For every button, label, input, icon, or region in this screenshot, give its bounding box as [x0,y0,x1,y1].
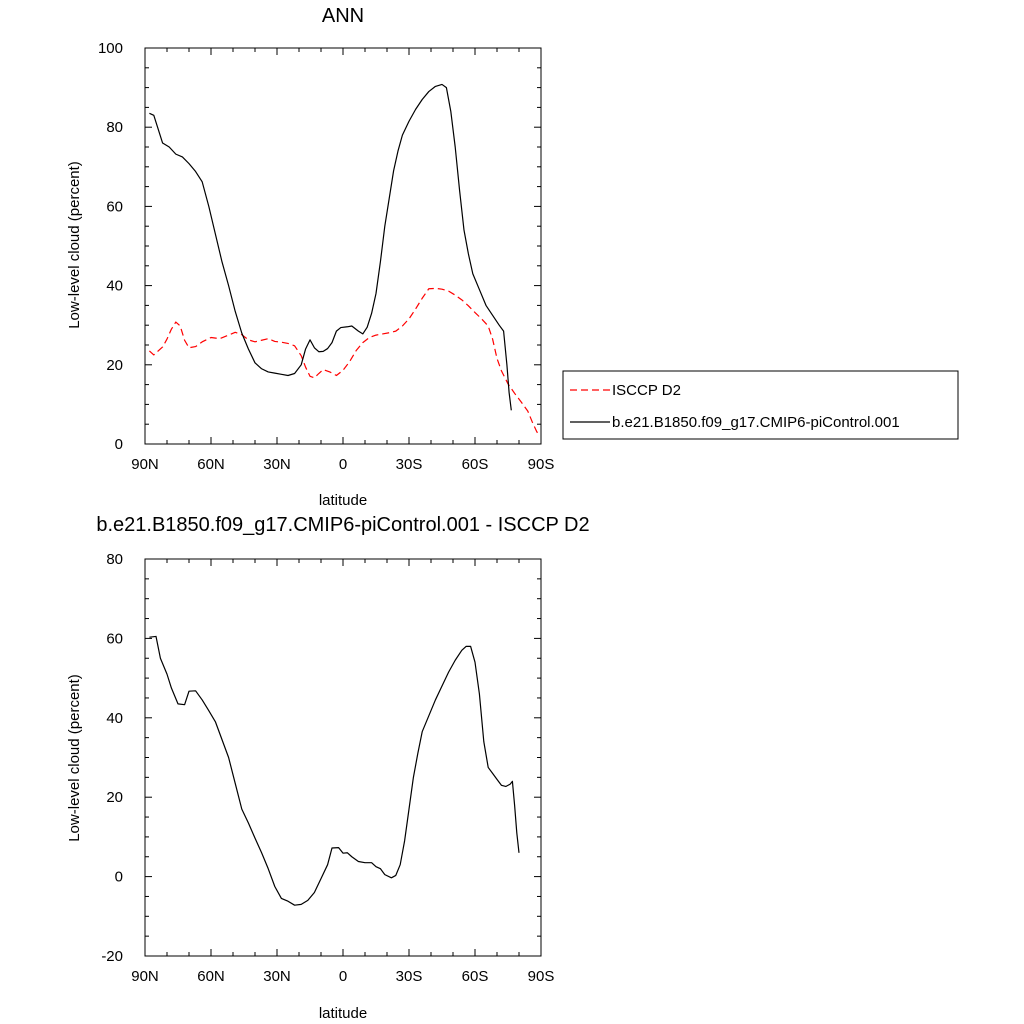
bottom-x-tick-label: 60S [462,968,489,985]
bottom-chart-title: b.e21.B1850.f09_g17.CMIP6-piControl.001 … [96,514,589,536]
top-series-line-0 [148,287,540,436]
top-plot-area: 90N 60N 30N 0 30S 60S 90S 0 20 40 60 80 100 [98,40,554,473]
top-x-tick-label: 90S [528,456,555,473]
bottom-x-tick-label: 30N [263,968,291,985]
bottom-y-tick-label: 80 [106,551,123,568]
top-y-tick-label: 100 [98,40,123,57]
top-x-tick-label: 60S [462,456,489,473]
bottom-x-tick-label: 90S [528,968,555,985]
bottom-x-tick-label: 0 [339,968,347,985]
top-y-tick-label: 20 [106,357,123,374]
bottom-y-tick-label: 60 [106,630,123,647]
top-chart-title: ANN [322,5,364,27]
top-y-tick-label: 0 [115,436,123,453]
legend-label-model: b.e21.B1850.f09_g17.CMIP6-piControl.001 [612,414,900,431]
legend-box [562,370,959,440]
top-x-tick-label: 90N [131,456,159,473]
top-x-axis-label: latitude [319,492,367,509]
bottom-y-axis-label: Low-level cloud (percent) [66,674,83,842]
top-legend: ISCCP D2 b.e21.B1850.f09_g17.CMIP6-piCon… [562,370,959,440]
bottom-x-axis-label: latitude [319,1005,367,1022]
top-series-line-1 [149,83,512,411]
bottom-plot-frame [144,558,542,957]
top-chart: ANN 90N 60N 30N 0 30S 60S 90S 0 20 40 60 80 100 lati… [66,5,959,509]
top-plot-frame [144,47,542,445]
top-y-tick-label: 40 [106,278,123,295]
bottom-x-tick-label: 60N [197,968,225,985]
bottom-x-tick-label: 90N [131,968,159,985]
bottom-y-tick-label: 20 [106,789,123,806]
top-y-tick-label: 80 [106,119,123,136]
top-x-tick-label: 30S [396,456,423,473]
bottom-x-tick-label: 30S [396,968,423,985]
top-y-tick-label: 60 [106,198,123,215]
bottom-plot-area: 90N 60N 30N 0 30S 60S 90S -20 0 20 40 60 80 [101,551,554,985]
bottom-chart: b.e21.B1850.f09_g17.CMIP6-piControl.001 … [66,514,590,1022]
bottom-y-tick-label: 40 [106,710,123,727]
top-x-tick-label: 30N [263,456,291,473]
top-y-axis-label: Low-level cloud (percent) [66,161,83,329]
legend-label-isccp: ISCCP D2 [612,382,681,399]
top-x-tick-label: 60N [197,456,225,473]
bottom-y-tick-label: -20 [101,948,123,965]
bottom-y-tick-label: 0 [115,869,123,886]
bottom-series-line-0 [149,635,520,906]
top-x-tick-label: 0 [339,456,347,473]
